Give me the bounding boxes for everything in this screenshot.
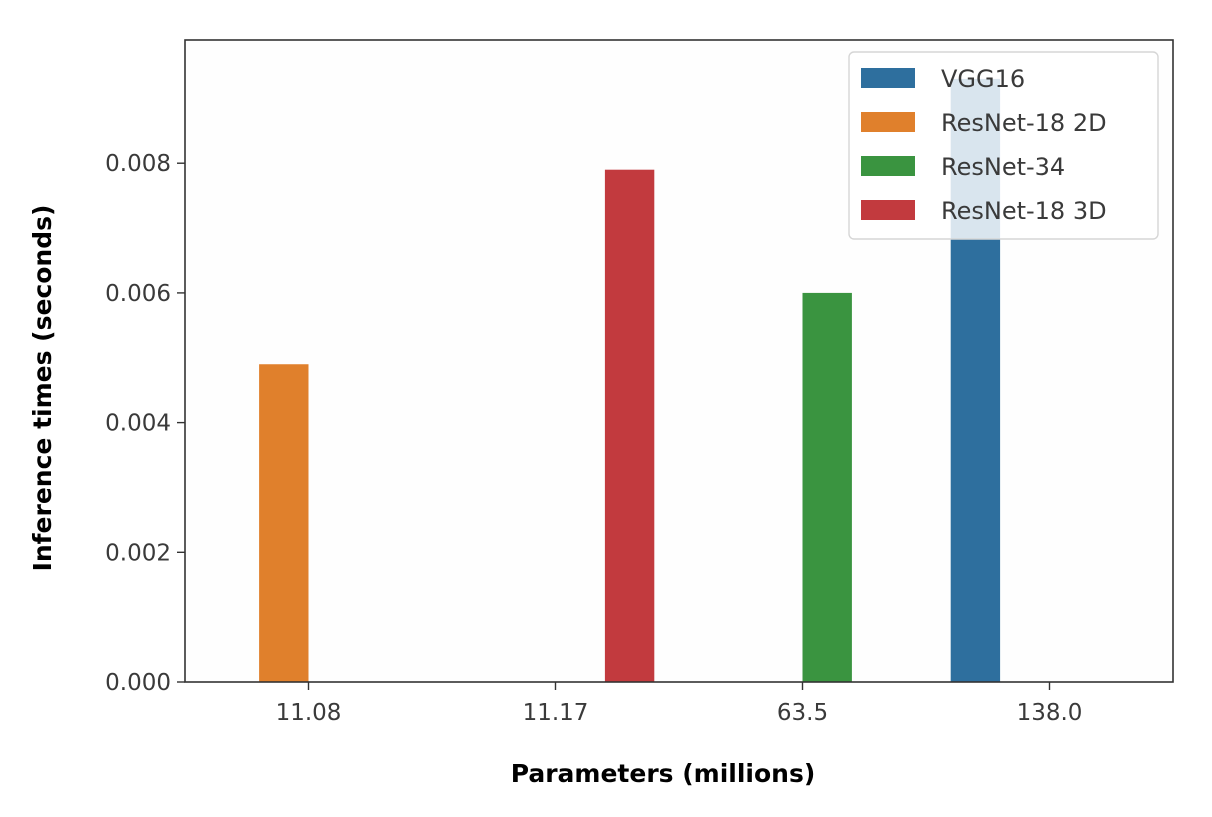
legend-label: ResNet-34 [941,153,1065,181]
y-axis: 0.000 0.002 0.004 0.006 0.008 [105,151,185,696]
x-tick-label: 11.08 [276,700,342,726]
x-tick-label: 138.0 [1017,700,1083,726]
y-tick-label: 0.004 [105,411,171,437]
x-axis-title: Parameters (millions) [511,759,816,788]
bar-resnet-18-3d-1 [604,169,655,683]
y-tick-label: 0.006 [105,281,171,307]
y-tick-label: 0.000 [105,670,171,696]
legend-label: VGG16 [941,65,1025,93]
bar-resnet-18-2d-0 [259,364,309,682]
y-tick-label: 0.002 [105,540,171,566]
plot-frame [184,39,1174,683]
y-tick-label: 0.008 [105,151,171,177]
legend: VGG16 ResNet-18 2D ResNet-34 ResNet-18 3D [848,51,1159,240]
legend-label: ResNet-18 3D [941,197,1107,225]
legend-swatch-vgg16 [861,68,915,88]
y-axis-title: Inference times (seconds) [28,205,57,572]
bar-resnet-34-2 [802,292,852,682]
legend-swatch-resnet-34 [861,156,915,176]
x-tick-label: 11.17 [523,700,589,726]
legend-swatch-resnet-18-2d [861,112,915,132]
legend-swatch-resnet-18-3d [861,200,915,220]
legend-box [848,51,1159,240]
x-axis: 11.08 11.17 63.5 138.0 [276,682,1083,726]
legend-label: ResNet-18 2D [941,109,1107,137]
x-tick-label: 63.5 [777,700,828,726]
